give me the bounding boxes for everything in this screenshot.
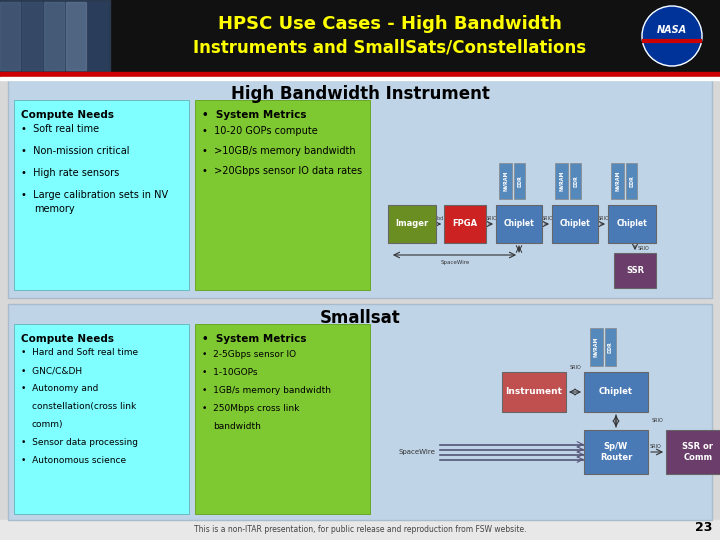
Text: High Bandwidth Instrument: High Bandwidth Instrument — [230, 85, 490, 103]
Bar — [22, 2, 42, 70]
Bar — [8, 80, 712, 298]
Text: •  Hard and Soft real time: • Hard and Soft real time — [21, 348, 138, 357]
Text: Chiplet: Chiplet — [616, 219, 647, 228]
Bar — [0, 80, 720, 540]
Text: •  High rate sensors: • High rate sensors — [21, 168, 120, 178]
Bar — [614, 253, 656, 288]
Bar — [502, 372, 566, 412]
Text: SRIO: SRIO — [597, 216, 609, 221]
Text: DDR: DDR — [608, 341, 613, 353]
Text: •  >10GB/s memory bandwidth: • >10GB/s memory bandwidth — [202, 146, 356, 156]
Bar — [14, 100, 189, 290]
Text: NVRAM: NVRAM — [503, 171, 508, 191]
Text: This is a non-ITAR presentation, for public release and reproduction from FSW we: This is a non-ITAR presentation, for pub… — [194, 525, 526, 535]
Bar — [0, 72, 720, 77]
Text: Imager: Imager — [395, 219, 428, 228]
Text: •  Autonomy and: • Autonomy and — [21, 384, 99, 393]
Bar — [611, 163, 624, 199]
Bar — [514, 163, 525, 199]
Text: Chiplet: Chiplet — [599, 388, 633, 396]
Text: Chiplet: Chiplet — [503, 219, 534, 228]
Text: tbd: tbd — [436, 216, 444, 221]
Text: SRIO: SRIO — [485, 216, 497, 221]
Text: DDR: DDR — [629, 175, 634, 187]
Bar — [626, 163, 637, 199]
Text: DDR: DDR — [573, 175, 578, 187]
Text: SRIO: SRIO — [638, 246, 649, 251]
Text: •  Non-mission critical: • Non-mission critical — [21, 146, 130, 156]
Bar — [195, 100, 370, 290]
Bar — [590, 328, 603, 366]
Text: •  Large calibration sets in NV: • Large calibration sets in NV — [21, 190, 168, 200]
Text: SRIO: SRIO — [541, 216, 553, 221]
Text: •  1-10GOPs: • 1-10GOPs — [202, 368, 258, 377]
Bar — [605, 328, 616, 366]
Text: •  250Mbps cross link: • 250Mbps cross link — [202, 404, 300, 413]
Bar — [444, 205, 486, 243]
Text: comm): comm) — [32, 420, 63, 429]
Bar — [499, 163, 512, 199]
Text: SSR or
Comm: SSR or Comm — [683, 442, 714, 462]
Text: •  Soft real time: • Soft real time — [21, 124, 99, 134]
Bar — [388, 205, 436, 243]
Text: NVRAM: NVRAM — [559, 171, 564, 191]
Text: SRIO: SRIO — [650, 444, 662, 449]
Bar — [570, 163, 581, 199]
Circle shape — [642, 6, 702, 66]
Bar — [0, 77, 720, 80]
Bar — [584, 430, 648, 474]
Bar — [496, 205, 542, 243]
Text: SpaceWire: SpaceWire — [441, 260, 469, 265]
Text: SRIO: SRIO — [569, 365, 581, 370]
Bar — [14, 324, 189, 514]
Text: SpaceWire: SpaceWire — [398, 449, 435, 455]
Bar — [88, 2, 108, 70]
Text: •  System Metrics: • System Metrics — [202, 110, 307, 120]
Text: •  1GB/s memory bandwidth: • 1GB/s memory bandwidth — [202, 386, 331, 395]
Text: memory: memory — [34, 204, 75, 214]
Bar — [0, 2, 20, 70]
Text: HPSC Use Cases - High Bandwidth: HPSC Use Cases - High Bandwidth — [218, 15, 562, 33]
Bar — [44, 2, 64, 70]
Text: •  2-5Gbps sensor IO: • 2-5Gbps sensor IO — [202, 350, 296, 359]
Text: bandwidth: bandwidth — [213, 422, 261, 431]
Text: 23: 23 — [695, 521, 712, 534]
Text: Compute Needs: Compute Needs — [21, 110, 114, 120]
Text: Sp/W
Router: Sp/W Router — [600, 442, 632, 462]
Text: FPGA: FPGA — [452, 219, 477, 228]
Text: constellation(cross link: constellation(cross link — [32, 402, 136, 411]
Text: SRIO: SRIO — [652, 417, 664, 422]
Text: •  Autonomous science: • Autonomous science — [21, 456, 126, 465]
Text: •  Sensor data processing: • Sensor data processing — [21, 438, 138, 447]
Text: NVRAM: NVRAM — [594, 337, 599, 357]
Text: DDR: DDR — [517, 175, 522, 187]
Text: Chiplet: Chiplet — [559, 219, 590, 228]
Text: Smallsat: Smallsat — [320, 309, 400, 327]
Text: •  10-20 GOPs compute: • 10-20 GOPs compute — [202, 126, 318, 136]
Text: Compute Needs: Compute Needs — [21, 334, 114, 344]
Bar — [0, 520, 720, 540]
Bar — [0, 0, 110, 72]
Text: •  >20Gbps sensor IO data rates: • >20Gbps sensor IO data rates — [202, 166, 362, 176]
Bar — [584, 372, 648, 412]
Bar — [195, 324, 370, 514]
Bar — [66, 2, 86, 70]
Bar — [0, 0, 720, 72]
Bar — [8, 304, 712, 520]
Text: NVRAM: NVRAM — [615, 171, 620, 191]
Bar — [666, 430, 720, 474]
Bar — [552, 205, 598, 243]
Text: •  System Metrics: • System Metrics — [202, 334, 307, 344]
Text: Instruments and SmallSats/Constellations: Instruments and SmallSats/Constellations — [194, 39, 587, 57]
Text: •  GNC/C&DH: • GNC/C&DH — [21, 366, 82, 375]
Text: NASA: NASA — [657, 25, 687, 35]
Text: SSR: SSR — [626, 266, 644, 275]
Text: Instrument: Instrument — [505, 388, 562, 396]
Bar — [555, 163, 568, 199]
Bar — [608, 205, 656, 243]
